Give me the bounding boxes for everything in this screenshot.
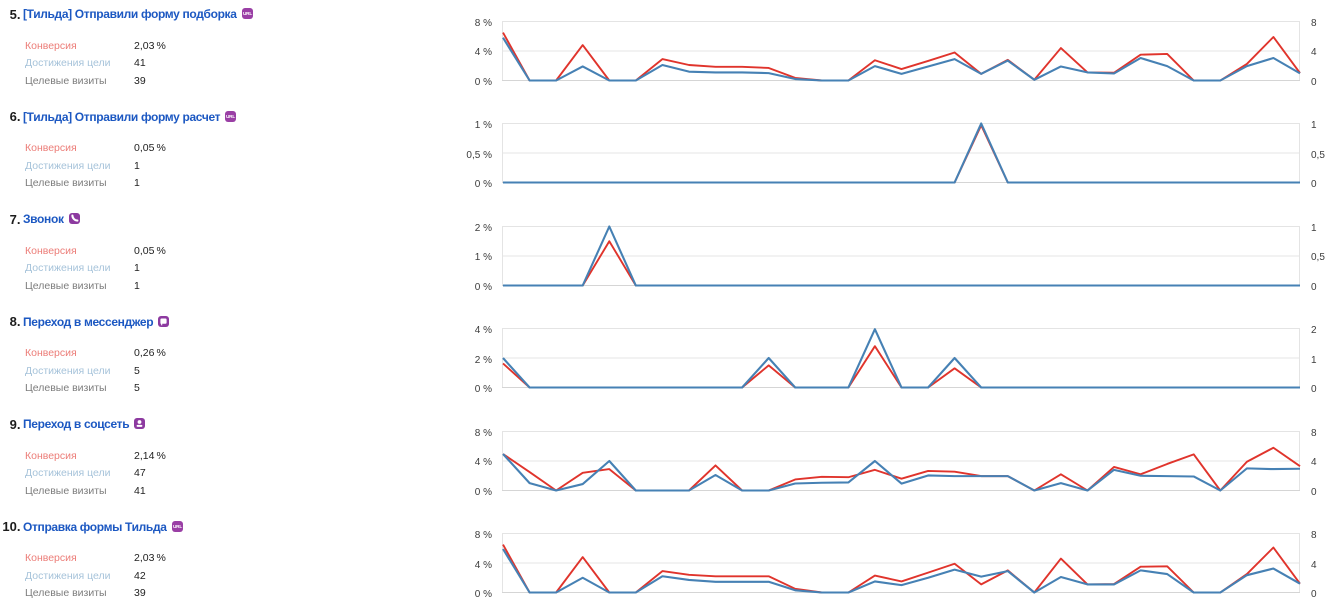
svg-text:URL: URL [226,114,235,119]
svg-text:URL: URL [173,524,182,529]
svg-text:URL: URL [243,11,252,16]
